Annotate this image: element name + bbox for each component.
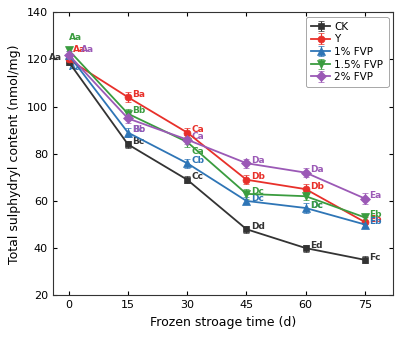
Text: Bb: Bb bbox=[132, 106, 145, 116]
Text: Bb: Bb bbox=[132, 125, 145, 134]
Text: Da: Da bbox=[310, 165, 324, 174]
X-axis label: Frozen stroage time (d): Frozen stroage time (d) bbox=[150, 316, 296, 329]
Text: Eb: Eb bbox=[369, 210, 382, 219]
Y-axis label: Total sulphydryl content (nmol/mg): Total sulphydryl content (nmol/mg) bbox=[8, 44, 21, 264]
Text: Dc: Dc bbox=[310, 202, 323, 210]
Text: Dc: Dc bbox=[310, 201, 323, 210]
Text: Aa: Aa bbox=[81, 45, 94, 54]
Text: Ca: Ca bbox=[191, 132, 204, 141]
Text: Bc: Bc bbox=[132, 125, 144, 134]
Text: Aa: Aa bbox=[69, 33, 82, 42]
Text: Cb: Cb bbox=[191, 156, 205, 165]
Text: Dc: Dc bbox=[251, 187, 263, 195]
Text: Ba: Ba bbox=[132, 90, 145, 99]
Text: Dc: Dc bbox=[251, 194, 263, 203]
Legend: CK, Y, 1% FVP, 1.5% FVP, 2% FVP: CK, Y, 1% FVP, 1.5% FVP, 2% FVP bbox=[306, 17, 389, 87]
Text: Ed: Ed bbox=[310, 241, 322, 250]
Text: Ca: Ca bbox=[191, 125, 204, 134]
Text: Ca: Ca bbox=[191, 147, 204, 156]
Text: Cc: Cc bbox=[191, 173, 203, 181]
Text: Db: Db bbox=[251, 173, 265, 181]
Text: Eb: Eb bbox=[369, 215, 382, 224]
Text: Aa: Aa bbox=[49, 53, 63, 62]
Text: Da: Da bbox=[251, 156, 264, 165]
Text: Aa: Aa bbox=[73, 45, 86, 54]
Text: Bc: Bc bbox=[132, 137, 144, 146]
Text: Db: Db bbox=[310, 182, 324, 191]
Text: Eb: Eb bbox=[369, 217, 382, 226]
Text: Aa: Aa bbox=[69, 63, 82, 72]
Text: Ea: Ea bbox=[369, 191, 381, 200]
Text: Dd: Dd bbox=[251, 222, 265, 231]
Text: Fc: Fc bbox=[369, 253, 381, 262]
